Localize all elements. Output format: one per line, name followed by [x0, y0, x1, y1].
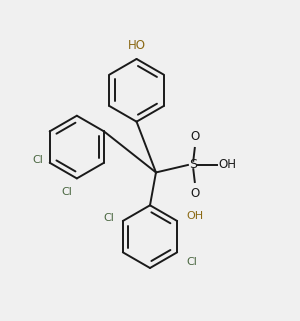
- Text: Cl: Cl: [186, 257, 197, 267]
- Text: HO: HO: [128, 39, 146, 51]
- Text: Cl: Cl: [33, 155, 44, 165]
- Text: OH: OH: [219, 159, 237, 171]
- Text: O: O: [190, 130, 200, 143]
- Text: O: O: [190, 187, 200, 200]
- Text: OH: OH: [186, 212, 203, 221]
- Text: S: S: [189, 159, 197, 171]
- Text: Cl: Cl: [61, 187, 72, 197]
- Text: Cl: Cl: [103, 213, 114, 223]
